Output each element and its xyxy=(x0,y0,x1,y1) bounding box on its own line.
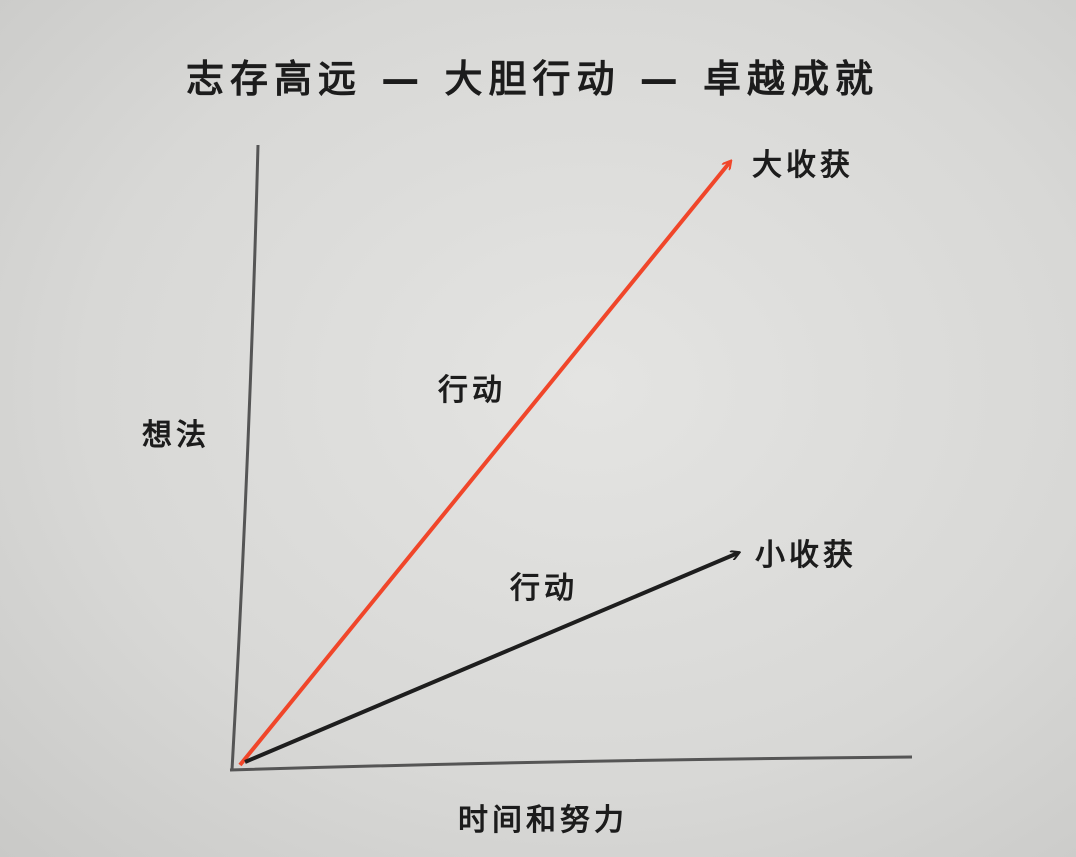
y-axis xyxy=(230,144,260,771)
diagram-title: 志存高远 — 大胆行动 — 卓越成就 xyxy=(186,57,879,101)
x-axis xyxy=(229,755,913,772)
red-arrow xyxy=(238,162,730,767)
small-gain-label: 小收获 xyxy=(755,538,857,573)
red-arrow-label: 行动 xyxy=(438,373,506,408)
black-arrow xyxy=(244,553,738,764)
big-gain-label: 大收获 xyxy=(752,148,854,183)
black-arrow-label: 行动 xyxy=(510,571,578,606)
y-axis-label: 想法 xyxy=(142,418,210,453)
x-axis-label: 时间和努力 xyxy=(458,803,628,838)
